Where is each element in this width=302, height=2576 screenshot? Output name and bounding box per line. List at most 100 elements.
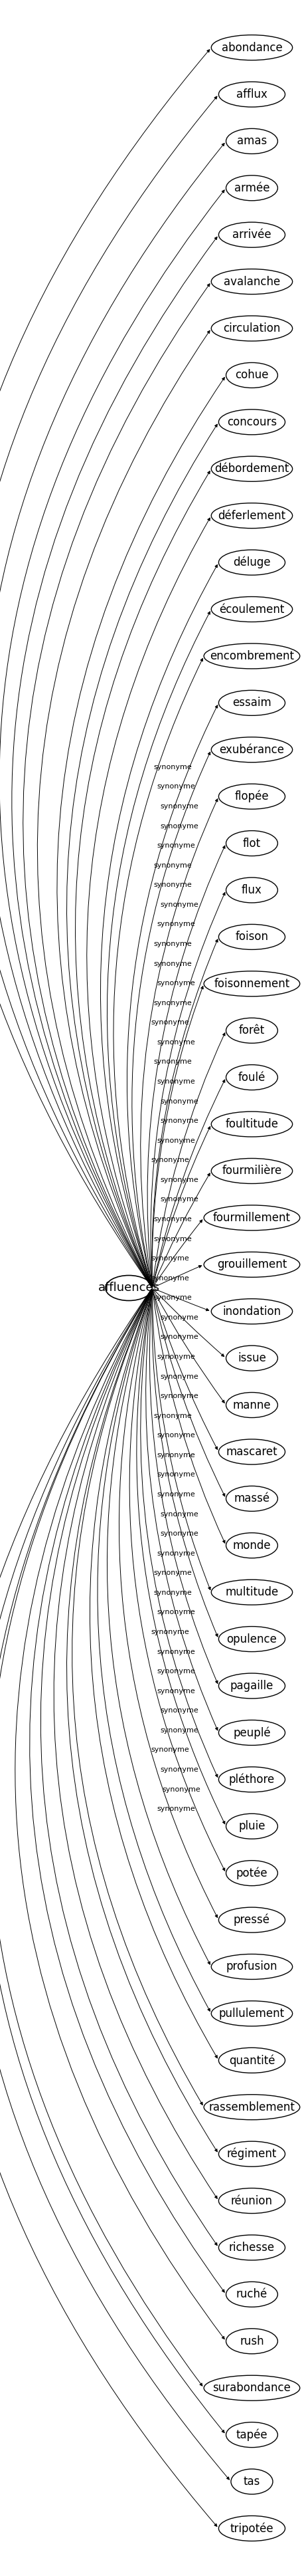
Text: synonyme: synonyme <box>151 1628 189 1636</box>
Text: flot: flot <box>243 837 261 850</box>
Text: concours: concours <box>227 417 277 428</box>
Text: synonyme: synonyme <box>160 1097 198 1105</box>
Text: foisonnement: foisonnement <box>214 979 290 989</box>
Text: synonyme: synonyme <box>157 1352 195 1360</box>
Text: potée: potée <box>236 1868 268 1880</box>
Text: affluences: affluences <box>98 1283 160 1293</box>
Text: ruché: ruché <box>236 2287 268 2300</box>
Text: synonyme: synonyme <box>160 1177 198 1182</box>
Text: synonyme: synonyme <box>157 1079 195 1084</box>
Text: synonyme: synonyme <box>151 1255 189 1262</box>
Text: arrivée: arrivée <box>233 229 271 240</box>
Text: synonyme: synonyme <box>154 1412 192 1419</box>
Text: synonyme: synonyme <box>157 1649 195 1654</box>
Text: monde: monde <box>233 1540 271 1551</box>
Text: multitude: multitude <box>225 1587 278 1597</box>
Text: synonyme: synonyme <box>154 1296 192 1301</box>
Text: peuplé: peuplé <box>233 1726 271 1739</box>
Text: synonyme: synonyme <box>157 1471 195 1479</box>
Text: opulence: opulence <box>227 1633 277 1646</box>
Text: richesse: richesse <box>229 2241 275 2254</box>
Text: pullulement: pullulement <box>219 2007 285 2020</box>
Text: déluge: déluge <box>233 556 271 569</box>
Text: inondation: inondation <box>223 1306 281 1316</box>
Text: synonyme: synonyme <box>151 1020 189 1025</box>
Text: synonyme: synonyme <box>154 762 192 770</box>
Text: synonyme: synonyme <box>157 1432 195 1440</box>
Text: synonyme: synonyme <box>157 1136 195 1144</box>
Text: essaim: essaim <box>232 698 271 708</box>
Text: synonyme: synonyme <box>154 940 192 948</box>
Text: synonyme: synonyme <box>154 1589 192 1597</box>
Text: synonyme: synonyme <box>154 1059 192 1066</box>
Text: synonyme: synonyme <box>160 1510 198 1517</box>
Text: synonyme: synonyme <box>157 1551 195 1556</box>
Text: synonyme: synonyme <box>157 1806 195 1814</box>
Text: synonyme: synonyme <box>151 1747 189 1754</box>
Text: synonyme: synonyme <box>154 999 192 1007</box>
Text: encombrement: encombrement <box>210 649 294 662</box>
Text: synonyme: synonyme <box>154 1236 192 1242</box>
Text: synonyme: synonyme <box>160 804 198 809</box>
Text: circulation: circulation <box>223 322 281 335</box>
Text: quantité: quantité <box>229 2053 275 2066</box>
Text: synonyme: synonyme <box>157 1453 195 1458</box>
Text: déferlement: déferlement <box>218 510 286 523</box>
Text: manne: manne <box>233 1399 271 1412</box>
Text: synonyme: synonyme <box>157 1038 195 1046</box>
Text: synonyme: synonyme <box>157 922 195 927</box>
Text: forêt: forêt <box>239 1025 265 1036</box>
Text: massé: massé <box>234 1492 270 1504</box>
Text: synonyme: synonyme <box>160 1314 198 1321</box>
Text: synonyme: synonyme <box>160 1118 198 1123</box>
Text: amas: amas <box>237 134 267 147</box>
Text: synonyme: synonyme <box>157 842 195 850</box>
Text: synonyme: synonyme <box>151 1157 189 1164</box>
Text: synonyme: synonyme <box>160 1726 198 1734</box>
Text: synonyme: synonyme <box>154 1569 192 1577</box>
Text: synonyme: synonyme <box>151 1275 189 1280</box>
Text: abondance: abondance <box>221 41 282 54</box>
Text: profusion: profusion <box>226 1960 278 1973</box>
Text: grouillement: grouillement <box>217 1260 287 1270</box>
Text: synonyme: synonyme <box>160 822 198 829</box>
Text: pagaille: pagaille <box>230 1680 274 1692</box>
Text: synonyme: synonyme <box>160 1195 198 1203</box>
Text: réunion: réunion <box>231 2195 273 2208</box>
Text: fourmillement: fourmillement <box>213 1211 291 1224</box>
Text: rassemblement: rassemblement <box>209 2102 295 2112</box>
Text: synonyme: synonyme <box>160 1334 198 1340</box>
Text: synonyme: synonyme <box>154 1216 192 1224</box>
Text: rush: rush <box>240 2336 264 2347</box>
Text: tripotée: tripotée <box>230 2522 274 2535</box>
Text: synonyme: synonyme <box>157 1669 195 1674</box>
Text: synonyme: synonyme <box>160 1530 198 1538</box>
Text: pléthore: pléthore <box>229 1772 275 1785</box>
Text: synonyme: synonyme <box>157 1610 195 1615</box>
Text: synonyme: synonyme <box>160 902 198 907</box>
Text: synonyme: synonyme <box>160 1708 198 1713</box>
Text: synonyme: synonyme <box>160 1767 198 1772</box>
Text: synonyme: synonyme <box>157 1687 195 1695</box>
Text: synonyme: synonyme <box>154 863 192 868</box>
Text: tas: tas <box>243 2476 260 2488</box>
Text: foison: foison <box>235 930 268 943</box>
Text: armée: armée <box>234 183 270 193</box>
Text: issue: issue <box>238 1352 266 1365</box>
Text: écoulement: écoulement <box>219 603 284 616</box>
Text: débordement: débordement <box>215 464 289 474</box>
Text: synonyme: synonyme <box>157 979 195 987</box>
Text: mascaret: mascaret <box>226 1445 278 1458</box>
Text: foulé: foulé <box>238 1072 265 1084</box>
Text: synonyme: synonyme <box>160 1394 198 1399</box>
Text: surabondance: surabondance <box>213 2383 291 2393</box>
Text: avalanche: avalanche <box>223 276 280 289</box>
Text: foultitude: foultitude <box>225 1118 278 1131</box>
Text: synonyme: synonyme <box>154 881 192 889</box>
Text: afflux: afflux <box>236 88 268 100</box>
Text: synonyme: synonyme <box>162 1785 201 1793</box>
Text: flux: flux <box>242 884 262 896</box>
Text: fourmilière: fourmilière <box>222 1164 282 1177</box>
Text: cohue: cohue <box>235 368 268 381</box>
Text: synonyme: synonyme <box>160 1373 198 1381</box>
